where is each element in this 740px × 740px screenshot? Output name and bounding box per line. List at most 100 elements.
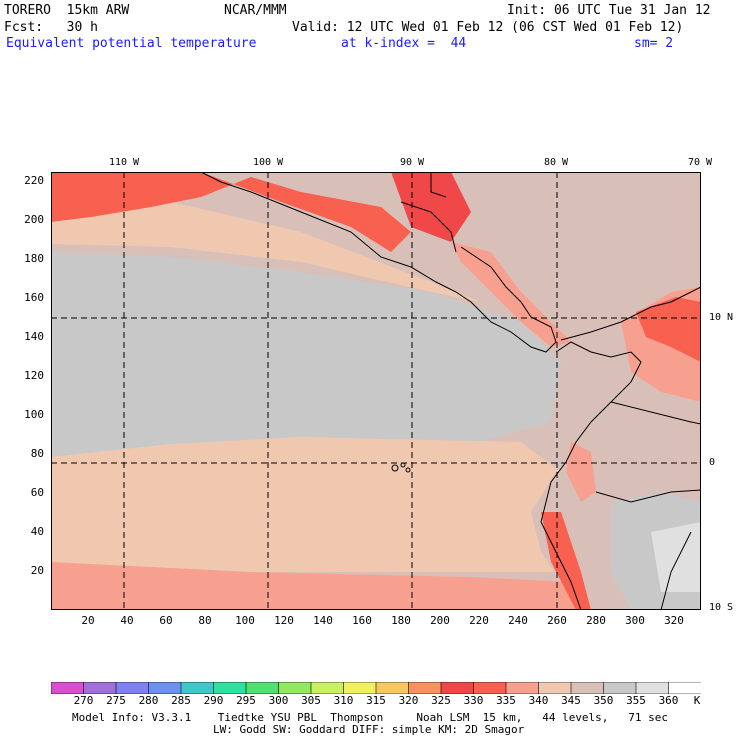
x-tick-80: 80 bbox=[198, 614, 212, 627]
field-venezuela-330 bbox=[636, 297, 701, 362]
lat-label-10s: 10 S bbox=[709, 602, 734, 613]
colorbar-tick-label: 270 bbox=[73, 694, 94, 707]
x-tick-120: 120 bbox=[274, 614, 294, 627]
y-tick-200: 200 bbox=[24, 213, 44, 226]
colorbar-swatch bbox=[603, 682, 637, 694]
colorbar-swatch bbox=[440, 682, 475, 694]
x-tick-180: 180 bbox=[391, 614, 411, 627]
colorbar-unit: K bbox=[693, 694, 701, 707]
y-tick-60: 60 bbox=[30, 486, 44, 499]
lat-label-0: 0 bbox=[709, 457, 716, 468]
center-label: NCAR/MMM bbox=[224, 3, 287, 18]
coastlines bbox=[200, 172, 701, 610]
forecast-hour: Fcst: 30 h bbox=[4, 20, 98, 35]
coastline-south-america-west bbox=[540, 341, 642, 610]
y-tick-120: 120 bbox=[24, 369, 44, 382]
colorbar-tick-label: 310 bbox=[333, 694, 354, 707]
colorbar-swatch bbox=[83, 682, 117, 694]
colorbar-swatch bbox=[473, 682, 507, 694]
coastline-central-america bbox=[200, 172, 557, 353]
coastline-panama bbox=[560, 316, 632, 341]
lon-label-80w: 80 W bbox=[543, 157, 569, 168]
colorbar-swatch bbox=[538, 682, 572, 694]
map-frame bbox=[51, 172, 701, 610]
colorbar-swatch bbox=[213, 682, 247, 694]
colorbar-swatch bbox=[668, 682, 701, 694]
colorbar-tick-label: 295 bbox=[236, 694, 256, 707]
colorbar-swatch bbox=[245, 682, 280, 694]
y-tick-180: 180 bbox=[24, 252, 44, 265]
border-yucatan bbox=[430, 172, 447, 198]
field-ecuador-335 bbox=[566, 442, 596, 502]
galapagos-islands bbox=[391, 462, 411, 473]
colorbar-tick-label: 315 bbox=[366, 694, 386, 707]
field-band-340-south bbox=[51, 437, 561, 572]
x-tick-40: 40 bbox=[120, 614, 134, 627]
smoothing-label: sm= 2 bbox=[634, 36, 674, 51]
x-tick-320: 320 bbox=[664, 614, 684, 627]
graticule bbox=[51, 172, 701, 610]
border-peru-bolivia bbox=[660, 531, 692, 610]
y-tick-160: 160 bbox=[24, 291, 44, 304]
colorbar-swatch bbox=[148, 682, 182, 694]
lon-label-110w: 110 W bbox=[108, 157, 140, 168]
lon-label-70w: 70 W bbox=[687, 157, 713, 168]
lon-label-100w: 100 W bbox=[252, 157, 284, 168]
y-tick-220: 220 bbox=[24, 174, 44, 187]
field-central-america-335 bbox=[451, 242, 571, 347]
lon-label-90w: 90 W bbox=[399, 157, 425, 168]
x-tick-140: 140 bbox=[313, 614, 333, 627]
colorbar-swatch bbox=[180, 682, 215, 694]
colorbar-swatch bbox=[375, 682, 410, 694]
x-tick-280: 280 bbox=[586, 614, 606, 627]
colorbar-tick-label: 360 bbox=[658, 694, 679, 707]
colorbar-swatch bbox=[51, 682, 85, 694]
x-tick-240: 240 bbox=[508, 614, 528, 627]
colorbar-tick-label: 300 bbox=[268, 694, 289, 707]
model-title: TORERO 15km ARW bbox=[4, 3, 130, 18]
x-tick-160: 160 bbox=[352, 614, 372, 627]
x-tick-200: 200 bbox=[430, 614, 450, 627]
colorbar-swatch bbox=[635, 682, 670, 694]
field-peru-coast-330 bbox=[541, 512, 591, 610]
border-peru-brazil bbox=[595, 489, 701, 503]
field-band-335-south bbox=[51, 562, 581, 610]
x-tick-220: 220 bbox=[469, 614, 489, 627]
colorbar-swatch bbox=[408, 682, 442, 694]
colorbar bbox=[51, 682, 701, 694]
colorbar-tick-label: 285 bbox=[171, 694, 191, 707]
field-band-340-north bbox=[51, 202, 481, 302]
colorbar-swatch bbox=[505, 682, 540, 694]
border-colombia-peru bbox=[610, 401, 701, 425]
valid-time: Valid: 12 UTC Wed 01 Feb 12 (06 CST Wed … bbox=[292, 20, 684, 35]
colorbar-swatch bbox=[278, 682, 312, 694]
border-mexico-guatemala bbox=[400, 201, 457, 253]
physics-info: LW: Godd SW: Goddard DIFF: simple KM: 2D… bbox=[213, 723, 525, 736]
colorbar-tick-label: 345 bbox=[561, 694, 581, 707]
colorbar-tick-label: 335 bbox=[496, 694, 516, 707]
colorbar-swatch bbox=[570, 682, 605, 694]
y-tick-80: 80 bbox=[30, 447, 44, 460]
colorbar-tick-label: 320 bbox=[398, 694, 419, 707]
x-tick-100: 100 bbox=[235, 614, 255, 627]
equivalent-potential-temperature-map bbox=[51, 172, 701, 610]
field-band-325-guatemala bbox=[391, 172, 471, 242]
colorbar-tick-label: 275 bbox=[106, 694, 126, 707]
y-tick-20: 20 bbox=[30, 564, 44, 577]
field-band-330-north bbox=[51, 172, 411, 252]
x-tick-20: 20 bbox=[81, 614, 95, 627]
colorbar-swatch bbox=[115, 682, 150, 694]
field-band-350 bbox=[51, 252, 561, 482]
colorbar-tick-label: 330 bbox=[463, 694, 484, 707]
lat-label-10n: 10 N bbox=[709, 312, 734, 323]
y-tick-100: 100 bbox=[24, 408, 44, 421]
field-name: Equivalent potential temperature bbox=[6, 36, 257, 51]
level-label: at k-index = 44 bbox=[341, 36, 467, 51]
colorbar-swatch bbox=[343, 682, 377, 694]
field-andes-355 bbox=[651, 522, 701, 592]
y-tick-40: 40 bbox=[30, 525, 44, 538]
model-info: Model Info: V3.3.1 Tiedtke YSU PBL Thomp… bbox=[72, 711, 669, 724]
colorbar-tick-label: 290 bbox=[203, 694, 224, 707]
colorbar-tick-label: 280 bbox=[138, 694, 159, 707]
x-tick-260: 260 bbox=[547, 614, 567, 627]
